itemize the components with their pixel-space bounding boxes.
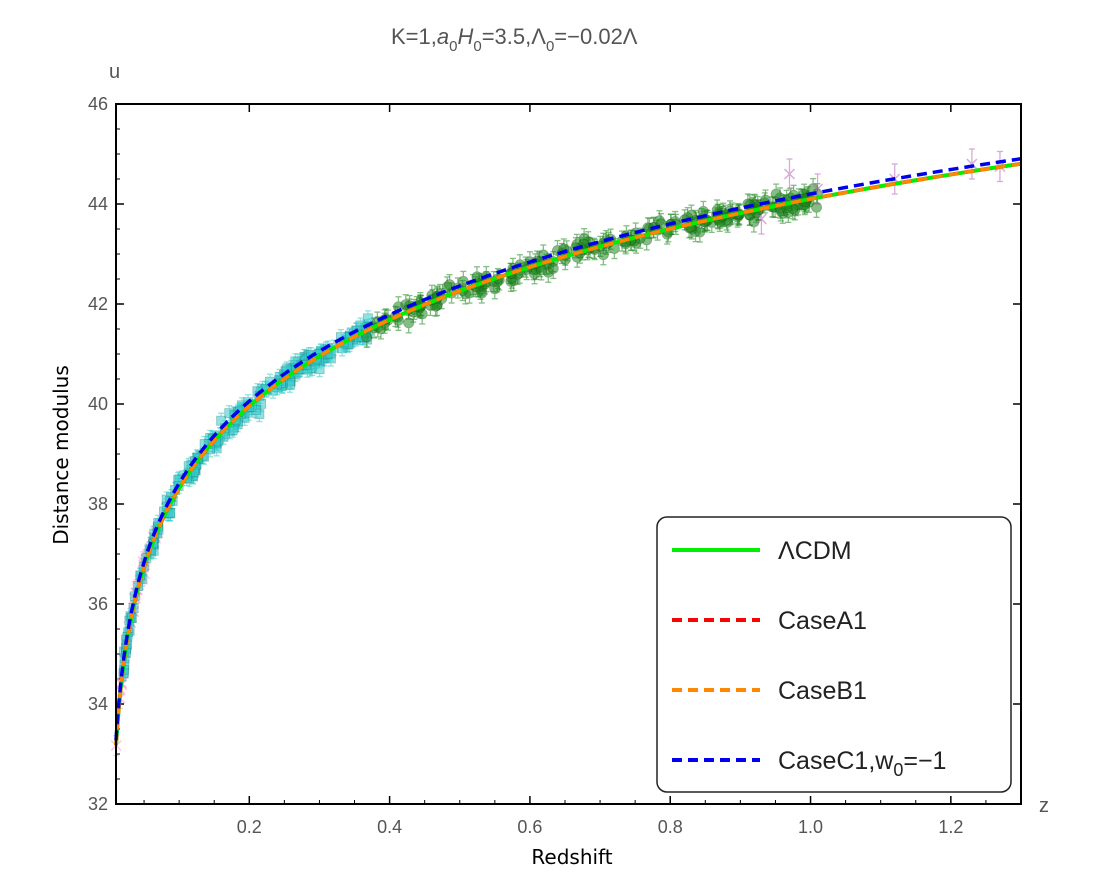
curve-layer <box>114 157 1022 746</box>
y-tick-label: 34 <box>88 694 108 714</box>
y-tick-label: 42 <box>88 294 108 314</box>
y-tick-label: 36 <box>88 594 108 614</box>
data-point <box>781 197 793 219</box>
point-marker <box>755 213 767 225</box>
data-point <box>966 148 978 180</box>
y-tick-label: 38 <box>88 494 108 514</box>
plot-frame <box>115 103 1022 805</box>
x-tick-label: 1.2 <box>938 817 963 837</box>
x-tick-label: 0.6 <box>517 817 542 837</box>
legend-label-caseb1: CaseB1 <box>778 677 867 705</box>
y-tick-label: 46 <box>88 94 108 114</box>
y-axis-label: Distance modulus <box>49 365 73 545</box>
point-marker <box>783 168 796 180</box>
point-marker <box>811 201 822 213</box>
x-axis-letter: z <box>1039 795 1049 817</box>
legend: ΛCDM CaseA1 CaseB1 CaseC1,w0=−1 <box>656 516 1012 793</box>
point-marker <box>403 317 415 329</box>
curve-casec1w <box>114 157 1022 741</box>
y-tick-label: 44 <box>88 194 108 214</box>
x-tick-label: 0.2 <box>237 817 262 837</box>
x-tick-label: 1.0 <box>798 817 823 837</box>
x-tick-label: 0.4 <box>377 817 402 837</box>
y-axis-letter: u <box>109 61 120 83</box>
ticks-layer: 0.2 0.4 0.6 0.8 1.0 1.2 32 34 36 38 40 42 44 46 <box>88 94 1021 837</box>
x-tick-label: 0.8 <box>658 817 683 837</box>
y-tick-label: 40 <box>88 394 108 414</box>
legend-label-casec1: CaseC1,w0=−1 <box>778 747 946 780</box>
y-tick-label: 32 <box>88 794 108 814</box>
data-point <box>281 361 292 378</box>
legend-label-casea1: CaseA1 <box>778 607 867 635</box>
legend-box <box>656 516 1012 793</box>
legend-label-lcdm: ΛCDM <box>778 537 852 565</box>
data-point <box>783 158 796 190</box>
data-point <box>811 196 822 218</box>
point-marker <box>547 263 559 274</box>
chart-title: K=1,a0H0=3.5,Λ0=−0.02Λ <box>391 24 638 55</box>
x-axis-label: Redshift <box>531 845 612 869</box>
data-point <box>547 257 559 280</box>
